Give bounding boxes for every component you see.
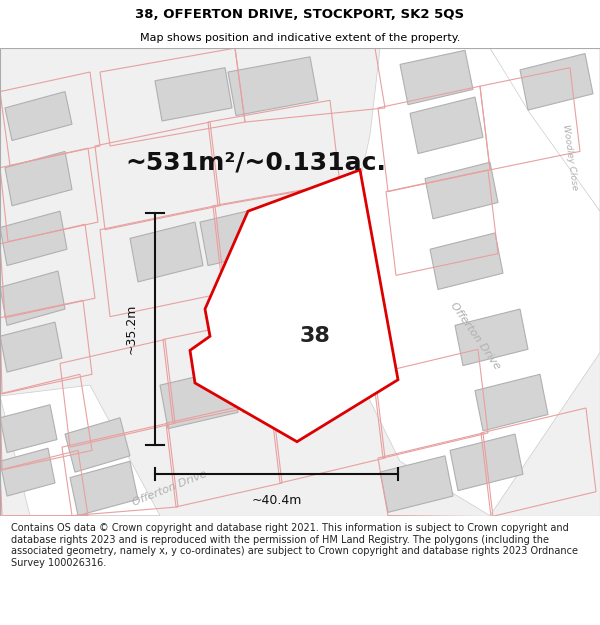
Text: Offerton Drive: Offerton Drive [448,301,502,372]
Polygon shape [430,233,503,289]
Text: ~531m²/~0.131ac.: ~531m²/~0.131ac. [125,150,386,174]
Polygon shape [160,369,238,429]
Polygon shape [70,461,138,516]
Polygon shape [450,434,523,491]
Polygon shape [475,374,548,431]
Polygon shape [228,57,318,116]
Polygon shape [5,151,72,206]
Polygon shape [190,170,398,442]
Polygon shape [520,54,593,110]
Text: ~40.4m: ~40.4m [251,494,302,506]
Polygon shape [5,92,72,141]
Text: Map shows position and indicative extent of the property.: Map shows position and indicative extent… [140,32,460,43]
Polygon shape [130,222,203,282]
Polygon shape [0,448,55,496]
Polygon shape [65,418,130,472]
Text: Woodley Close: Woodley Close [561,123,579,191]
Polygon shape [0,211,67,266]
Text: Offerton Drive: Offerton Drive [131,469,209,508]
Polygon shape [380,456,453,512]
Polygon shape [490,48,600,211]
Polygon shape [235,352,313,412]
Polygon shape [425,162,498,219]
Text: ~35.2m: ~35.2m [125,304,137,354]
Polygon shape [330,48,600,516]
Polygon shape [410,97,483,154]
Text: 38: 38 [299,326,331,346]
Polygon shape [0,322,62,372]
Polygon shape [0,271,65,326]
Text: 38, OFFERTON DRIVE, STOCKPORT, SK2 5QS: 38, OFFERTON DRIVE, STOCKPORT, SK2 5QS [136,8,464,21]
Polygon shape [0,405,57,452]
Polygon shape [400,50,473,104]
Polygon shape [455,309,528,366]
Polygon shape [0,385,160,516]
Polygon shape [200,206,278,266]
Polygon shape [155,68,232,121]
Text: Contains OS data © Crown copyright and database right 2021. This information is : Contains OS data © Crown copyright and d… [11,523,578,568]
